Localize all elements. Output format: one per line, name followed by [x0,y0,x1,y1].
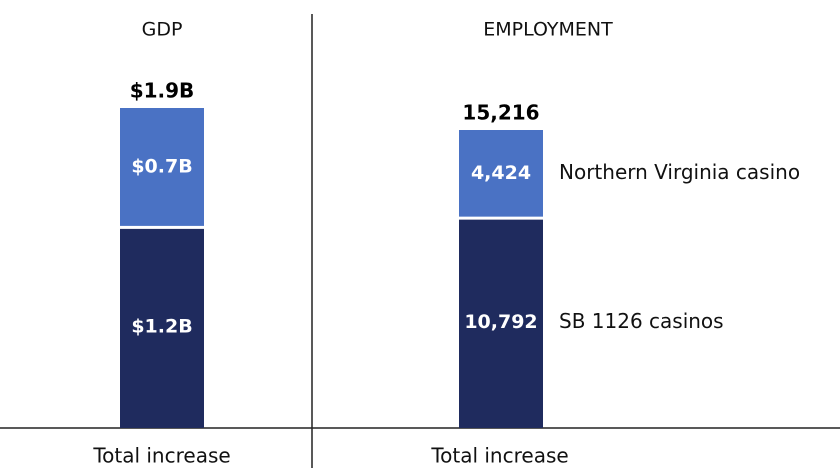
bar-segment [120,108,204,226]
total-label: $1.9B [130,79,195,103]
legend-label: Northern Virginia casino [559,160,800,184]
value-label: 10,792 [464,311,537,333]
panel-title: GDP [142,19,183,41]
panel-title: EMPLOYMENT [483,19,613,41]
bar-segment [120,228,204,428]
category-label: Total increase [92,444,230,468]
value-label: $0.7B [131,155,192,177]
bar-segment [459,219,543,428]
value-label: 4,424 [471,162,531,184]
legend-label: SB 1126 casinos [559,309,724,333]
total-label: 15,216 [462,101,539,125]
value-label: $1.2B [131,315,192,337]
category-label: Total increase [430,444,568,468]
bar-segment [459,130,543,217]
